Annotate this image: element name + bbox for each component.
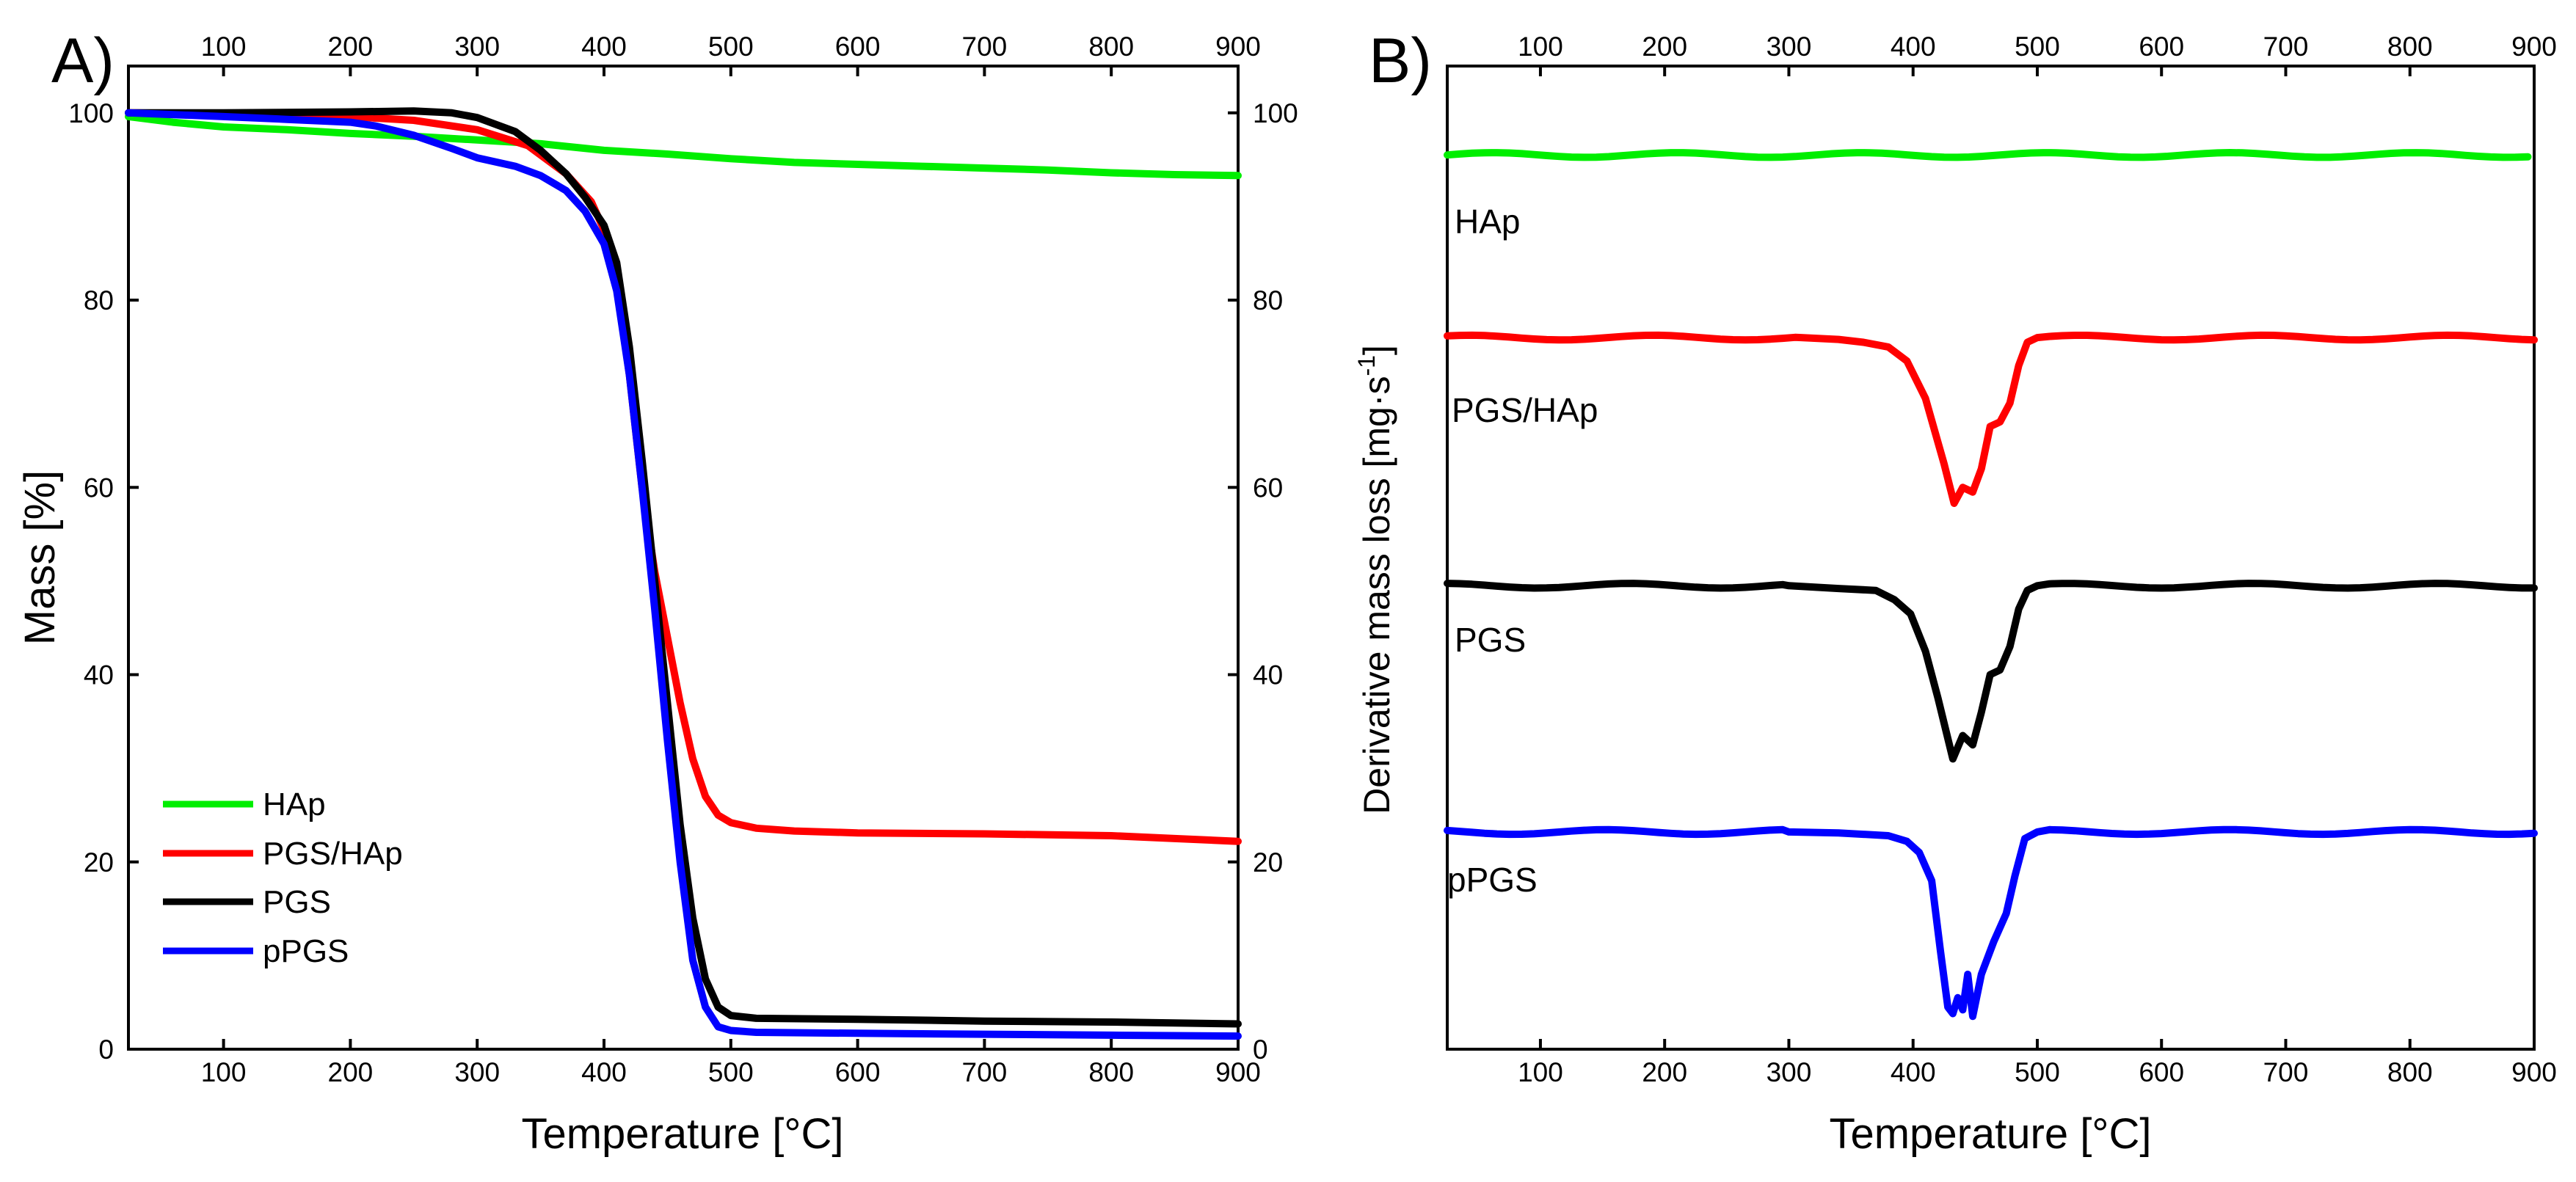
panel-b-x-axis-title: Temperature [°C] <box>1829 1110 2151 1158</box>
panel-b-top-tick-label: 100 <box>1518 32 1563 62</box>
series-label-ppgs: pPGS <box>1447 861 1538 899</box>
panel-b-x-tick-label: 500 <box>2015 1057 2060 1087</box>
panel-a-y-tick-label: 100 <box>68 98 114 128</box>
panel-a-y-tick-label: 60 <box>84 473 114 503</box>
legend-label-hap: HAp <box>263 787 326 822</box>
panel-b-x-tick-label: 300 <box>1767 1057 1812 1087</box>
panel-b-frame <box>1446 65 2536 1051</box>
panel-b-y-axis-title-superscript: -1 <box>1353 355 1380 376</box>
series-label-hap: HAp <box>1455 203 1520 241</box>
series-label-pgs-hap: PGS/HAp <box>1452 391 1598 429</box>
panel-b-top-tick-label: 900 <box>2511 32 2557 62</box>
panel-a-y-axis-title: Mass [%] <box>16 470 64 646</box>
panel-a: A) 1001002002003003004004005005006006007… <box>16 26 1298 1158</box>
panel-b-top-tick-label: 500 <box>2015 32 2060 62</box>
panel-b: B) 100 100 200 200 300 300 400 400 500 500 600 600 7… <box>1353 26 2557 1158</box>
panel-b-label: B) <box>1369 26 1432 96</box>
panel-a-right-tick-label: 0 <box>1253 1035 1268 1065</box>
series-label-pgs: PGS <box>1455 621 1526 659</box>
panel-b-x-tick-label: 400 <box>1891 1057 1936 1087</box>
panel-b-x-tick-label: 100 <box>1518 1057 1563 1087</box>
panel-a-y-tick-label: 40 <box>84 660 114 690</box>
panel-b-x-tick-label: 900 <box>2511 1057 2557 1087</box>
panel-a-top-tick-label: 800 <box>1088 32 1134 62</box>
panel-a-label: A) <box>51 26 114 96</box>
panel-b-top-tick-label: 300 <box>1767 32 1812 62</box>
panel-a-right-tick-label: 20 <box>1253 847 1283 878</box>
panel-a-series-hap <box>125 112 1242 180</box>
panel-a-y-tick-label: 80 <box>84 285 114 315</box>
panel-a-top-tick-label: 100 <box>201 32 247 62</box>
panel-a-top-tick-label: 500 <box>708 32 754 62</box>
panel-a-y-tick-label: 20 <box>84 847 114 878</box>
panel-b-top-tick-label: 800 <box>2387 32 2433 62</box>
legend-label-pgs-hap: PGS/HAp <box>263 836 403 872</box>
panel-a-x-tick-label: 300 <box>454 1057 500 1087</box>
panel-b-series-hap <box>1444 149 2532 161</box>
panel-a-x-tick-label: 900 <box>1215 1057 1261 1087</box>
panel-b-series-pgs <box>1444 580 2538 763</box>
panel-a-top-tick-label: 400 <box>581 32 627 62</box>
panel-b-y-axis-title-end: ] <box>1356 345 1397 355</box>
panel-b-x-tick-label: 700 <box>2263 1057 2309 1087</box>
panel-a-right-tick-label: 40 <box>1253 660 1283 690</box>
panel-a-right-tick-label: 100 <box>1253 98 1298 128</box>
panel-a-x-tick-label: 800 <box>1088 1057 1134 1087</box>
panel-a-top-tick-label: 200 <box>328 32 374 62</box>
panel-a-x-tick-label: 400 <box>581 1057 627 1087</box>
panel-a-y-tick-label: 0 <box>98 1035 114 1065</box>
panel-a-x-tick-label: 200 <box>328 1057 374 1087</box>
panel-b-top-tick-label: 400 <box>1891 32 1936 62</box>
panel-a-frame <box>127 65 1240 1051</box>
panel-a-x-tick-label: 600 <box>835 1057 881 1087</box>
panel-a-legend: HAp PGS/HAp PGS pPGS <box>163 787 403 969</box>
panel-a-top-tick-label: 700 <box>962 32 1008 62</box>
panel-b-y-axis-title: Derivative mass loss [mg·s-1] <box>1353 345 1397 814</box>
panel-a-x-axis-title: Temperature [°C] <box>521 1110 843 1158</box>
panel-a-x-tick-label: 100 <box>201 1057 247 1087</box>
panel-a-top-tick-label: 900 <box>1215 32 1261 62</box>
panel-b-top-tick-label: 600 <box>2139 32 2184 62</box>
panel-b-top-tick-label: 200 <box>1642 32 1687 62</box>
panel-a-series-pgs-hap <box>125 109 1242 845</box>
panel-a-right-tick-label: 80 <box>1253 285 1283 315</box>
panel-a-top-tick-label: 300 <box>454 32 500 62</box>
panel-a-right-tick-label: 60 <box>1253 473 1283 503</box>
panel-b-series-ppgs <box>1444 825 2538 1021</box>
legend-label-pgs: PGS <box>263 884 331 920</box>
panel-a-series-ppgs <box>125 109 1242 1040</box>
panel-a-x-tick-label: 700 <box>962 1057 1008 1087</box>
panel-a-top-tick-label: 600 <box>835 32 881 62</box>
panel-b-x-tick-label: 200 <box>1642 1057 1687 1087</box>
legend-label-ppgs: pPGS <box>263 933 349 969</box>
panel-b-series-pgs-hap <box>1444 331 2538 507</box>
panel-b-y-axis-title-main: Derivative mass loss [mg·s <box>1356 376 1397 814</box>
panel-b-x-tick-label: 800 <box>2387 1057 2433 1087</box>
panel-a-x-tick-label: 500 <box>708 1057 754 1087</box>
panel-b-x-tick-label: 600 <box>2139 1057 2184 1087</box>
panel-b-top-tick-label: 700 <box>2263 32 2309 62</box>
